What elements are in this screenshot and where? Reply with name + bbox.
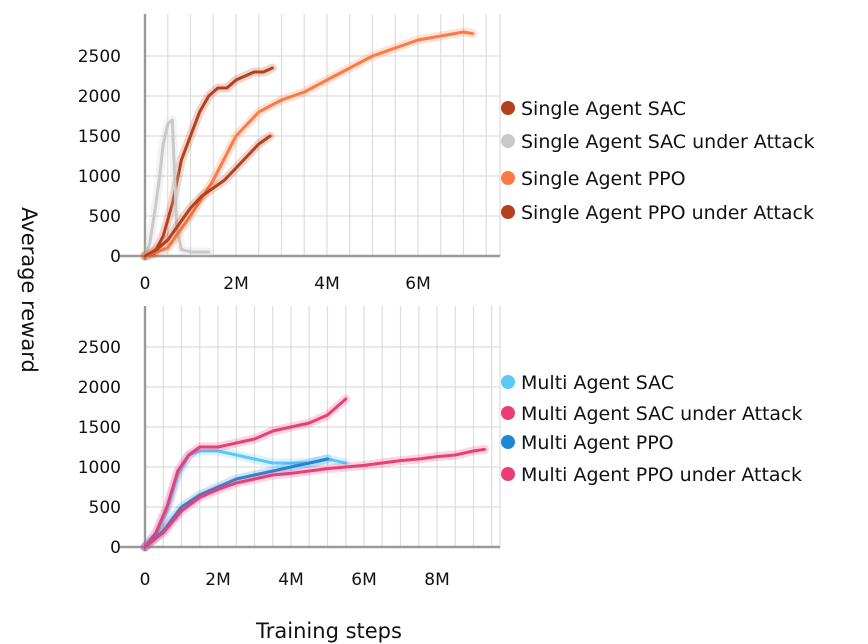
y-tick-label: 1500 [78, 418, 121, 438]
grid-lines [145, 306, 501, 547]
series-line [143, 134, 272, 258]
top-chart-panel: 0 2M 4M 6M 0 500 1000 1500 2000 2500 Single Agent … [78, 14, 814, 294]
x-tick-label: 2M [205, 570, 230, 590]
y-tick-label: 1500 [78, 127, 121, 147]
x-tick-label: 4M [314, 274, 339, 294]
y-tick-label: 2000 [78, 378, 121, 398]
series-line [143, 397, 348, 549]
legend-marker [501, 467, 515, 481]
grid-lines [145, 14, 501, 256]
y-tick-label: 1000 [78, 458, 121, 478]
bottom-chart-panel: 0 2M 4M 6M 8M 0 500 1000 1500 2000 2500 Multi Agent… [78, 306, 802, 590]
legend-label: Single Agent PPO under Attack [521, 202, 814, 224]
legend-marker [501, 406, 515, 420]
x-tick-label: 6M [405, 274, 430, 294]
legend-marker [501, 205, 515, 219]
series-line [143, 457, 329, 549]
legend-marker [501, 101, 515, 115]
x-tick-label: 6M [351, 570, 376, 590]
legend-label: Single Agent SAC under Attack [521, 131, 814, 153]
y-tick-label: 2000 [78, 87, 121, 107]
x-axis-title: Training steps [255, 619, 402, 643]
series-line [143, 447, 486, 549]
x-tick-label: 0 [140, 274, 151, 294]
legend-marker [501, 435, 515, 449]
legend-label: Multi Agent SAC under Attack [521, 403, 802, 425]
legend-marker [501, 375, 515, 389]
y-tick-label: 500 [89, 498, 121, 518]
legend-label: Multi Agent PPO under Attack [521, 464, 802, 486]
legend-label: Multi Agent SAC [521, 372, 674, 394]
x-tick-label: 8M [424, 570, 449, 590]
legend-label: Single Agent SAC [521, 98, 686, 120]
x-tick-label: 0 [140, 570, 151, 590]
x-tick-label: 4M [278, 570, 303, 590]
y-tick-label: 2500 [78, 338, 121, 358]
x-tick-label: 2M [223, 274, 248, 294]
y-axis-title: Average reward [17, 207, 41, 373]
y-tick-label: 1000 [78, 167, 121, 187]
y-tick-label: 0 [110, 538, 121, 558]
legend-marker [501, 171, 515, 185]
series-line [143, 66, 274, 258]
series-line [143, 30, 475, 258]
y-tick-label: 500 [89, 207, 121, 227]
legend-label: Multi Agent PPO [521, 432, 674, 454]
legend-label: Single Agent PPO [521, 168, 686, 190]
y-tick-label: 2500 [78, 47, 121, 67]
series-band [140, 27, 478, 261]
y-tick-label: 0 [110, 247, 121, 267]
series-line [143, 118, 211, 258]
legend-marker [501, 134, 515, 148]
